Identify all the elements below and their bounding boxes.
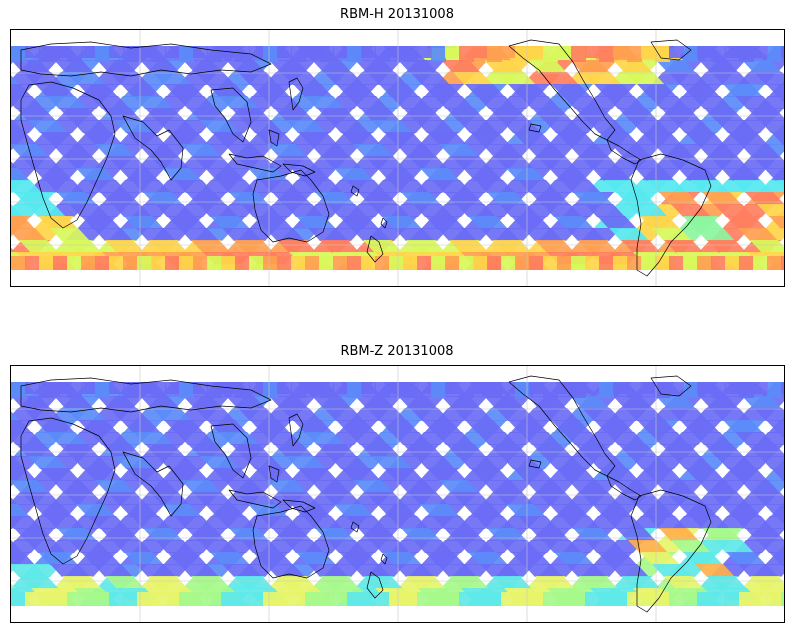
swath-map-rbm-h bbox=[11, 30, 784, 286]
map-gridlines bbox=[11, 30, 784, 286]
coastlines bbox=[20, 39, 712, 277]
map-panel-rbm-h bbox=[10, 29, 785, 287]
panel-title-rbm-z: RBM-Z 20131008 bbox=[340, 344, 454, 359]
swath-layer bbox=[11, 382, 784, 606]
coastlines bbox=[20, 375, 712, 613]
swath-layer bbox=[11, 46, 784, 270]
panel-title-rbm-h: RBM-H 20131008 bbox=[340, 7, 454, 22]
map-gridlines bbox=[11, 366, 784, 622]
map-panel-rbm-z bbox=[10, 365, 785, 623]
swath-map-rbm-z bbox=[11, 366, 784, 622]
